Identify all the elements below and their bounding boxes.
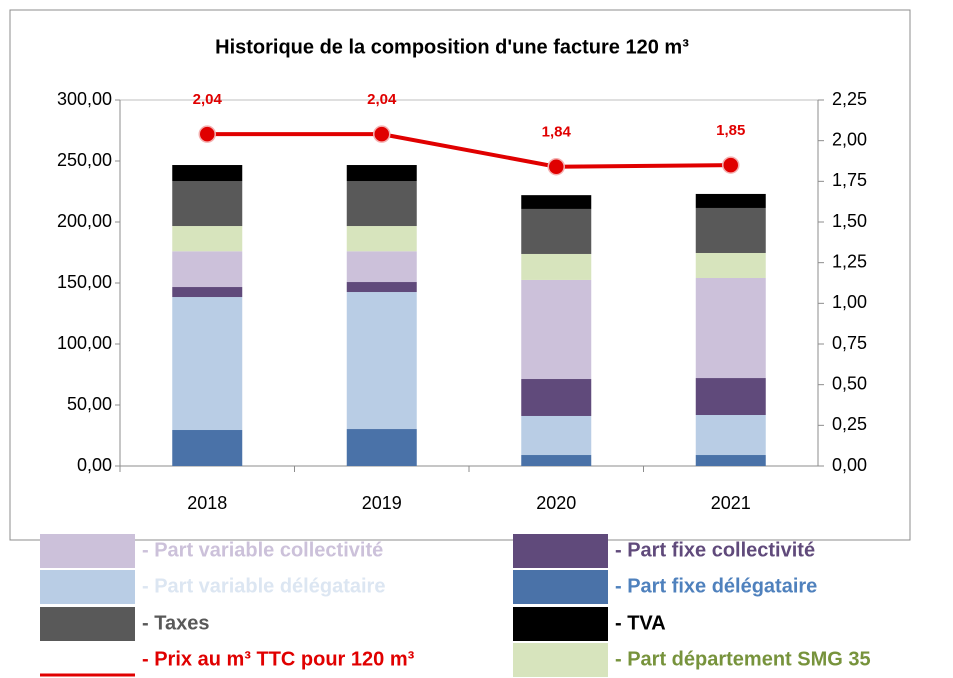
y-tick-label: 250,00	[57, 150, 112, 170]
y-tick-label: 300,00	[57, 89, 112, 109]
bar-segment	[172, 430, 243, 466]
bar-segment	[521, 379, 592, 416]
bar-segment	[346, 251, 417, 283]
bar-segment	[521, 415, 592, 456]
y2-tick-label: 1,00	[832, 292, 867, 312]
legend-swatch	[513, 570, 608, 604]
y2-tick-label: 1,75	[832, 170, 867, 190]
bar-segment	[346, 165, 417, 182]
legend-swatch	[513, 534, 608, 568]
bar-segment	[521, 195, 592, 209]
y2-tick-label: 2,25	[832, 89, 867, 109]
bar-segment	[695, 193, 766, 208]
bar-segment	[695, 455, 766, 466]
legend-label: - Taxes	[142, 612, 209, 634]
line-marker	[198, 125, 216, 143]
y2-tick-label: 0,75	[832, 333, 867, 353]
legend-label: - Part fixe délégataire	[615, 575, 817, 597]
bar-segment	[346, 429, 417, 466]
data-label: 1,84	[542, 124, 572, 141]
x-tick-label: 2020	[536, 493, 576, 513]
legend-label: - TVA	[615, 612, 666, 634]
y-tick-label: 0,00	[77, 455, 112, 475]
legend-label: - Prix au m³ TTC pour 120 m³	[142, 648, 415, 670]
x-tick-label: 2018	[187, 493, 227, 513]
data-label: 2,04	[193, 91, 223, 108]
bar-segment	[521, 279, 592, 380]
y2-tick-label: 1,25	[832, 251, 867, 271]
bar-segment	[695, 378, 766, 416]
data-label: 2,04	[367, 91, 397, 108]
bar-segment	[695, 207, 766, 253]
bar-segment	[346, 181, 417, 227]
bar-segment	[172, 181, 243, 227]
line	[207, 132, 731, 169]
x-tick-label: 2019	[362, 493, 402, 513]
x-tick-label: 2021	[711, 493, 751, 513]
bar-segment	[172, 297, 243, 431]
bar-segment	[172, 165, 243, 182]
legend-swatch	[40, 534, 135, 568]
y-tick-label: 200,00	[57, 211, 112, 231]
line-marker	[373, 125, 391, 143]
legend-swatch	[513, 643, 608, 677]
y-tick-label: 100,00	[57, 333, 112, 353]
bar-segment	[346, 292, 417, 430]
bar-segment	[172, 251, 243, 288]
data-label: 1,85	[716, 122, 745, 139]
bar-segment	[521, 455, 592, 466]
y2-tick-label: 1,50	[832, 211, 867, 231]
chart-title: Historique de la composition d'une factu…	[215, 36, 689, 58]
chart-frame	[9, 9, 911, 541]
bar-segment	[172, 226, 243, 252]
y2-tick-label: 0,00	[832, 455, 867, 475]
legend-label: - Part variable délégataire	[142, 575, 385, 597]
bar-segment	[346, 226, 417, 252]
y2-tick-label: 2,00	[832, 129, 867, 149]
line-marker	[547, 157, 565, 176]
legend-label: - Part département SMG 35	[615, 648, 871, 670]
y-tick-label: 150,00	[57, 272, 112, 292]
y2-tick-label: 0,50	[832, 373, 867, 393]
legend-label: - Part fixe collectivité	[615, 539, 815, 561]
bar-segment	[521, 208, 592, 254]
bar-segment	[172, 287, 243, 298]
legend-label: - Part variable collectivité	[142, 539, 383, 561]
legend-swatch	[40, 607, 135, 641]
legend-swatch	[40, 570, 135, 604]
bar-segment	[346, 282, 417, 293]
bar-segment	[695, 252, 766, 278]
legend-swatch	[513, 607, 608, 641]
bar-segment	[695, 277, 766, 379]
line-marker	[722, 156, 740, 174]
y-tick-label: 50,00	[67, 394, 112, 414]
bar-segment	[521, 253, 592, 280]
y2-tick-label: 0,25	[832, 414, 867, 434]
bar-segment	[695, 415, 766, 456]
